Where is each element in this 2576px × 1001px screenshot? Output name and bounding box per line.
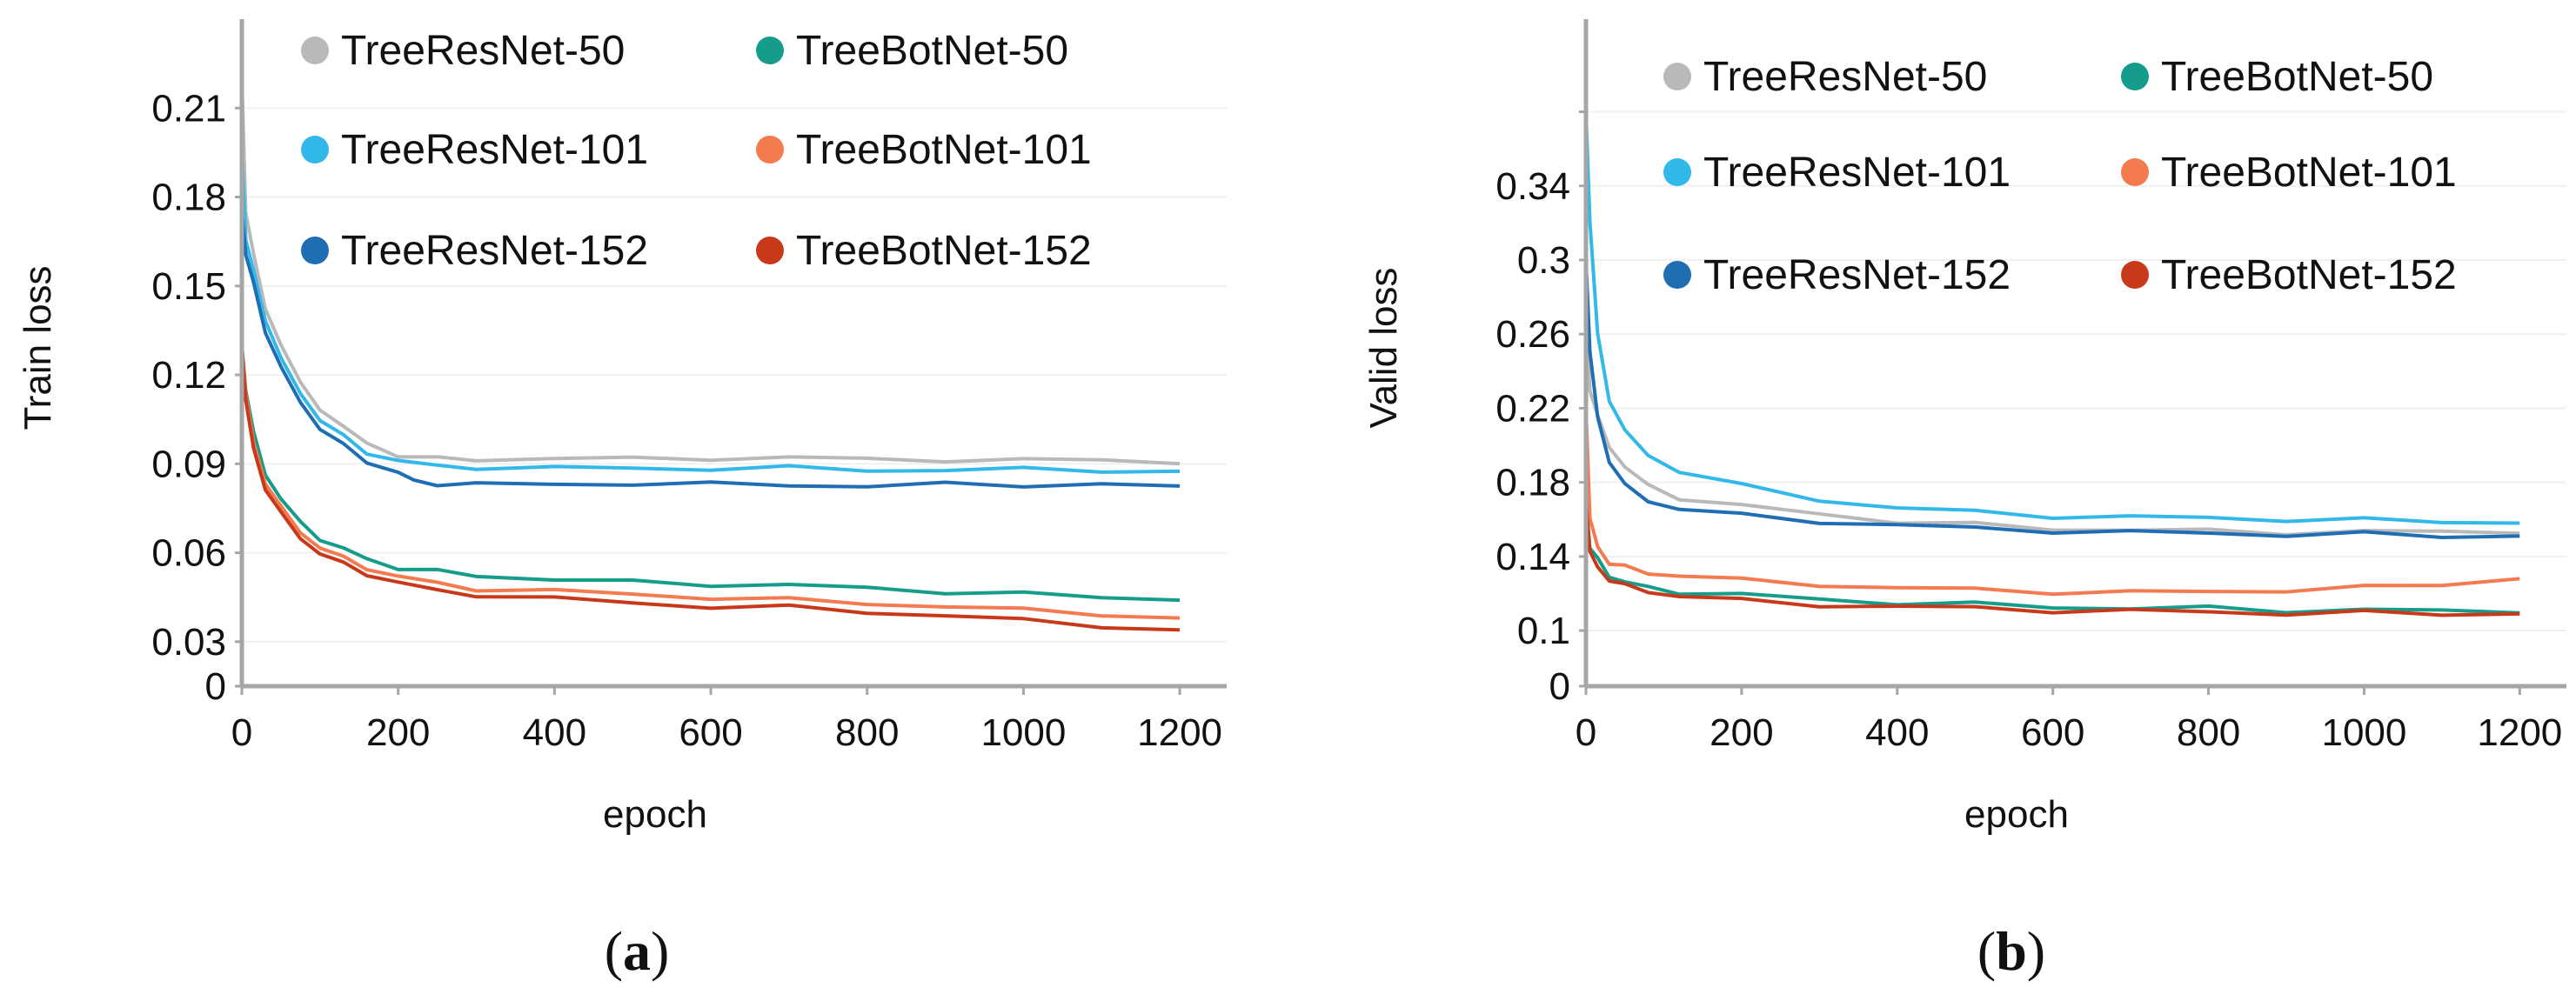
legend-marker-treeresnet-152: [1663, 261, 1691, 289]
series-line-treebotnet-101: [1584, 408, 2520, 597]
legend-label-treebotnet-101: TreeBotNet-101: [2161, 150, 2457, 196]
panel-a-caption: (a): [605, 920, 670, 982]
x-tick-label: 1000: [980, 711, 1066, 754]
panel-a-x-tick-labels: 0 200 400 600 800 1000 1200: [231, 686, 1222, 754]
panel-b-caption: (b): [1977, 920, 2045, 982]
x-tick-label: 800: [835, 711, 899, 754]
y-tick-label: 0: [1549, 665, 1570, 708]
x-tick-label: 800: [2177, 711, 2240, 754]
x-tick-label: 400: [1865, 711, 1929, 754]
series-line-treeresnet-50: [1584, 315, 2520, 537]
x-tick-label: 0: [231, 711, 252, 754]
panel-b-gridlines: [1586, 110, 2566, 632]
legend-label-treeresnet-50: TreeResNet-50: [341, 28, 625, 74]
legend-label-treebotnet-101: TreeBotNet-101: [796, 127, 1092, 173]
panel-b-caption-letter: b: [1996, 920, 2027, 982]
legend-label-treeresnet-101: TreeResNet-101: [341, 127, 648, 173]
x-tick-label: 600: [679, 711, 742, 754]
panel-a-legend: TreeResNet-50 TreeBotNet-50 TreeResNet-101…: [301, 28, 1092, 274]
panel-b-legend: TreeResNet-50 TreeBotNet-50 TreeResNet-101…: [1663, 54, 2457, 298]
legend-label-treeresnet-152: TreeResNet-152: [1703, 252, 2011, 298]
series-line-treeresnet-101: [1584, 111, 2520, 525]
x-tick-label: 1200: [2477, 711, 2562, 754]
x-tick-label: 200: [366, 711, 430, 754]
legend-marker-treeresnet-152: [301, 237, 329, 264]
panel-b-x-tick-labels: 0 200 400 600 800 1000 1200: [1576, 686, 2562, 754]
legend-label-treebotnet-152: TreeBotNet-152: [796, 228, 1092, 274]
x-tick-label: 1200: [1137, 711, 1222, 754]
y-tick-label: 0.03: [151, 621, 226, 664]
panel-b-valid-loss-chart: 0 200 400 600 800 1000 1200 0 0.1 0.14 0.18 0.22 0.…: [1362, 19, 2566, 982]
panel-a-x-axis-title: epoch: [603, 793, 707, 836]
panel-a-caption-letter: a: [623, 920, 651, 982]
panel-b-y-axis-title: Valid loss: [1362, 267, 1405, 428]
legend-marker-treeresnet-101: [1663, 158, 1691, 186]
y-tick-label: 0.34: [1495, 165, 1570, 208]
legend-marker-treeresnet-50: [1663, 63, 1691, 90]
legend-label-treebotnet-50: TreeBotNet-50: [2161, 54, 2433, 100]
y-tick-label: 0.14: [1495, 536, 1570, 578]
series-line-treebotnet-152: [240, 344, 1181, 632]
legend-marker-treebotnet-50: [756, 37, 784, 64]
legend-label-treeresnet-152: TreeResNet-152: [341, 228, 648, 274]
legend-label-treebotnet-50: TreeBotNet-50: [796, 28, 1068, 74]
panel-a-series-lines: [240, 78, 1181, 632]
legend-marker-treebotnet-50: [2121, 63, 2149, 90]
y-tick-label: 0.06: [151, 532, 226, 575]
legend-marker-treeresnet-101: [301, 136, 329, 163]
y-tick-label: 0: [205, 665, 226, 708]
y-tick-label: 0.22: [1495, 387, 1570, 430]
panel-a-train-loss-chart: 0 200 400 600 800 1000 1200 00.030.060.090.120…: [17, 19, 1227, 982]
series-line-treebotnet-101: [240, 344, 1181, 620]
x-tick-label: 1000: [2321, 711, 2406, 754]
y-tick-label: 0.21: [151, 87, 226, 130]
series-line-treebotnet-50: [1584, 500, 2520, 615]
x-tick-label: 200: [1710, 711, 1773, 754]
panel-a-y-axis-title: Train loss: [17, 265, 59, 430]
legend-marker-treebotnet-152: [2121, 261, 2149, 289]
y-tick-label: 0.15: [151, 265, 226, 308]
panel-a-y-tick-labels: 00.03 0.06 0.09 0.12 0.15 0.18 0.21: [151, 87, 242, 708]
x-tick-label: 400: [523, 711, 586, 754]
series-line-treebotnet-50: [240, 344, 1181, 603]
y-tick-label: 0.3: [1517, 239, 1570, 282]
x-tick-label: 0: [1576, 711, 1596, 754]
legend-marker-treebotnet-101: [756, 136, 784, 163]
y-tick-label: 0.18: [1495, 462, 1570, 504]
panel-b-y-tick-labels: 0 0.1 0.14 0.18 0.22 0.26 0.3 0.34: [1495, 110, 1586, 708]
panel-b-x-axis-title: epoch: [1964, 793, 2069, 836]
legend-label-treeresnet-50: TreeResNet-50: [1703, 54, 1987, 100]
panel-a-gridlines: [242, 107, 1227, 643]
legend-marker-treebotnet-101: [2121, 158, 2149, 186]
y-tick-label: 0.1: [1517, 610, 1570, 652]
legend-label-treeresnet-101: TreeResNet-101: [1703, 150, 2011, 196]
series-line-treeresnet-101: [240, 152, 1181, 474]
series-line-treeresnet-152: [1584, 259, 2520, 539]
legend-marker-treebotnet-152: [756, 237, 784, 264]
series-line-treeresnet-50: [240, 78, 1181, 466]
legend-marker-treeresnet-50: [301, 37, 329, 64]
y-tick-label: 0.12: [151, 354, 226, 397]
series-line-treeresnet-152: [240, 211, 1181, 489]
y-tick-label: 0.09: [151, 443, 226, 485]
series-line-treebotnet-152: [1584, 500, 2520, 617]
legend-label-treebotnet-152: TreeBotNet-152: [2161, 252, 2457, 298]
panel-b-series-lines: [1584, 111, 2520, 617]
x-tick-label: 600: [2021, 711, 2084, 754]
y-tick-label: 0.18: [151, 177, 226, 219]
y-tick-label: 0.26: [1495, 313, 1570, 356]
